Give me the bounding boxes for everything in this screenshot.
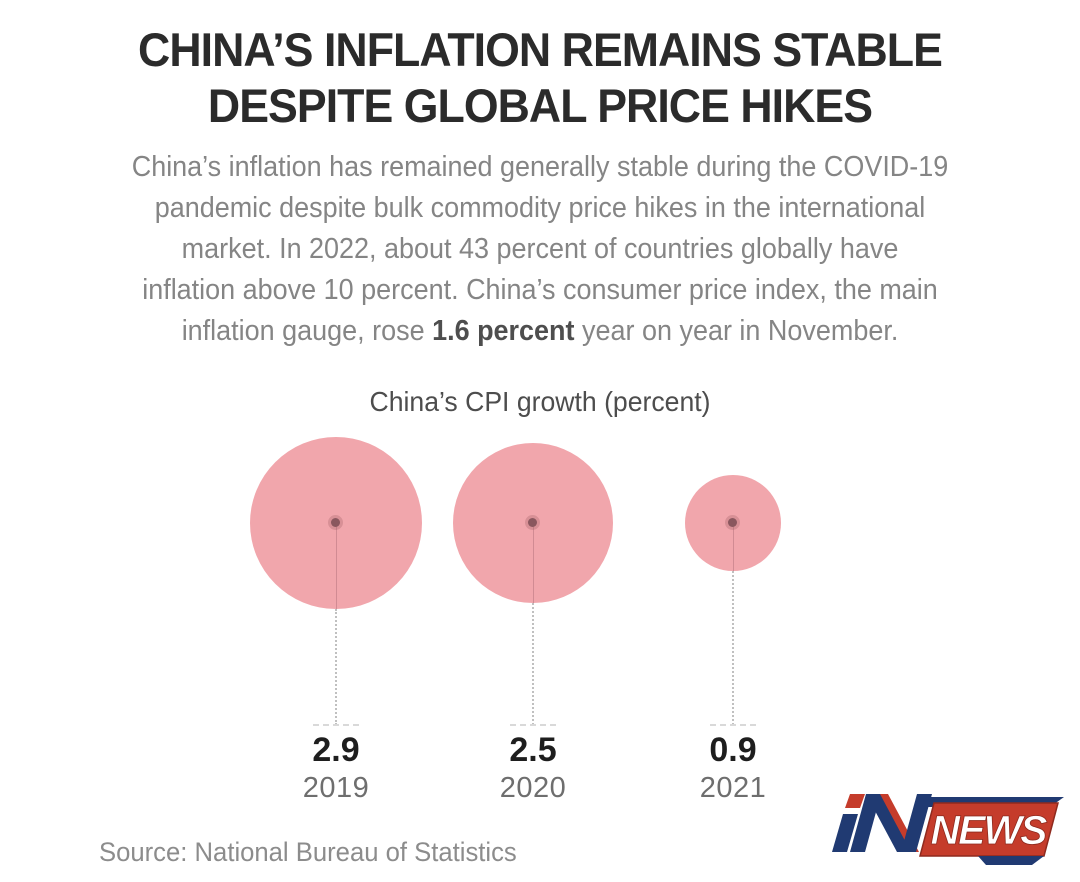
page-title-line-2: DESPITE GLOBAL PRICE HIKES bbox=[207, 79, 873, 132]
value-label-2020: 2.5 bbox=[509, 731, 557, 769]
source-attribution: Source: National Bureau of Statistics bbox=[99, 837, 517, 867]
bubble-2019-stem bbox=[336, 523, 337, 609]
bubble-2021-leader-line bbox=[732, 571, 734, 725]
value-label-2019: 2.9 bbox=[312, 731, 360, 769]
bubble-2020-tick bbox=[510, 724, 556, 726]
in-news-logo: NEWS bbox=[832, 794, 1064, 865]
year-label-2021: 2021 bbox=[699, 772, 767, 804]
value-label-2021: 0.9 bbox=[709, 731, 757, 769]
bubble-2019-leader-line bbox=[335, 609, 337, 725]
intro-line: market. In 2022, about 43 percent of cou… bbox=[181, 233, 899, 265]
news-banner: NEWS bbox=[919, 797, 1064, 865]
chart-title: China’s CPI growth (percent) bbox=[369, 386, 711, 417]
year-label-2019: 2019 bbox=[302, 772, 370, 804]
intro-line: China’s inflation has remained generally… bbox=[131, 151, 949, 183]
bubble-2020-leader-line bbox=[532, 603, 534, 725]
bubble-2020-stem bbox=[533, 523, 534, 603]
bubble-2021-center-dot bbox=[728, 518, 737, 527]
intro-text: year on year in November. bbox=[574, 315, 899, 347]
intro-line: pandemic despite bulk commodity price hi… bbox=[154, 192, 926, 224]
intro-line: inflation gauge, rose 1.6 percent year o… bbox=[66, 311, 1015, 352]
intro-line: inflation above 10 percent. China’s cons… bbox=[142, 274, 938, 306]
in-monogram bbox=[832, 794, 932, 852]
bubble-2021-tick bbox=[710, 724, 756, 726]
intro-highlight-value: 1.6 percent bbox=[432, 315, 575, 347]
bubble-2021-stem bbox=[733, 523, 734, 571]
bubble-2019-tick bbox=[313, 724, 359, 726]
news-text: NEWS bbox=[931, 807, 1048, 853]
bubble-2020-center-dot bbox=[528, 518, 537, 527]
bubble-2019-center-dot bbox=[331, 518, 340, 527]
page-title-line-1: CHINA’S INFLATION REMAINS STABLE bbox=[138, 23, 943, 76]
intro-text: inflation gauge, rose bbox=[181, 315, 433, 347]
year-label-2020: 2020 bbox=[499, 772, 567, 804]
intro-paragraph: China’s inflation has remained generally… bbox=[66, 147, 1015, 352]
page-title: CHINA’S INFLATION REMAINS STABLE DESPITE… bbox=[27, 22, 1053, 134]
banner-bottom-wedge bbox=[978, 856, 1044, 865]
